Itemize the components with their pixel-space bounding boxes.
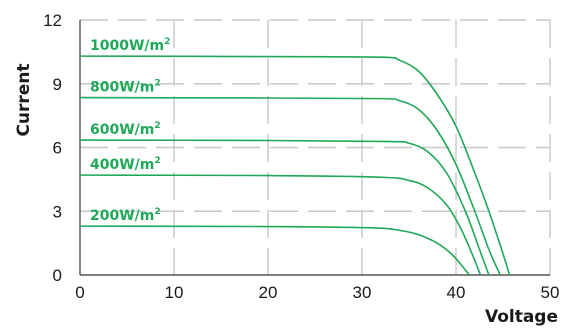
- series-line: [79, 225, 470, 276]
- axes: 0 3 6 9 12 0 10 20 30 40 50: [43, 11, 559, 302]
- x-axis-title: Voltage: [485, 307, 558, 327]
- y-tick-label: 3: [53, 202, 62, 221]
- series-label: 800W/m2: [90, 79, 161, 96]
- x-tick-label: 40: [447, 283, 466, 302]
- series-label: 600W/m2: [90, 121, 161, 138]
- y-tick-label: 0: [53, 266, 62, 285]
- y-tick-label: 12: [43, 11, 62, 30]
- x-tick-label: 20: [259, 283, 278, 302]
- series-label: 1000W/m2: [90, 37, 170, 54]
- y-tick-label: 9: [53, 75, 62, 94]
- x-tick-label: 0: [75, 283, 84, 302]
- x-tick-label: 30: [353, 283, 372, 302]
- y-axis-title: Current: [14, 63, 34, 136]
- series-labels: 1000W/m2 800W/m2 600W/m2 400W/m2 200W/m2: [90, 37, 170, 224]
- series-line: [79, 96, 501, 276]
- x-tick-label: 10: [165, 283, 184, 302]
- series-line: [79, 55, 511, 276]
- x-tick-label: 50: [541, 283, 560, 302]
- grid: [80, 19, 551, 275]
- series-label: 200W/m2: [90, 207, 161, 224]
- series-line: [79, 139, 490, 276]
- series-label: 400W/m2: [90, 156, 161, 173]
- y-tick-label: 6: [53, 139, 62, 158]
- series-line: [79, 174, 482, 276]
- curves: [79, 55, 511, 276]
